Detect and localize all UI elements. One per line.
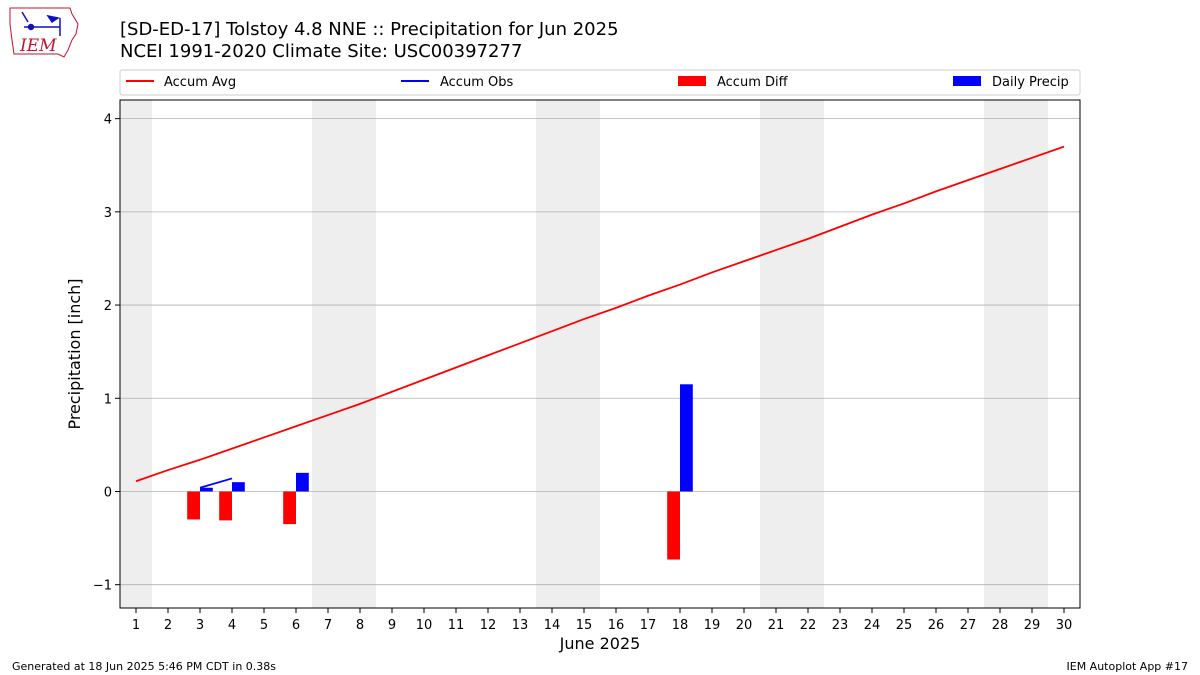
chart-title: [SD-ED-17] Tolstoy 4.8 NNE :: Precipitat… [120,19,619,40]
accum-diff-bar-day-6 [283,491,296,525]
x-tick-label-21: 21 [768,618,785,633]
x-tick-label-19: 19 [704,618,721,633]
daily-precip-bar-day-6 [296,472,309,492]
x-tick-label-5: 5 [260,618,268,633]
x-tick-label-1: 1 [132,618,140,633]
x-axis-label: June 2025 [559,634,641,653]
weather-station-icon [21,11,61,36]
x-tick-label-28: 28 [992,618,1009,633]
x-tick-label-2: 2 [164,618,172,633]
accum-diff-bar-day-3 [187,491,200,520]
weekend-band-3 [536,100,600,608]
gridlines [120,118,1080,586]
x-tick-label-14: 14 [544,618,561,633]
weekend-band-4 [760,100,824,608]
weekend-band-2 [312,100,376,608]
accum-avg-line [135,145,1065,483]
accum-obs-line [199,477,233,489]
weekend-band-5 [984,100,1048,608]
x-tick-label-17: 17 [640,618,657,633]
series-lines [135,145,1065,489]
plot-frame [119,99,1081,609]
y-tick-label-4: 4 [104,113,112,128]
legend-label-accum-obs: Accum Obs [440,75,513,90]
y-tick-label-2: 2 [104,299,112,314]
x-tick-label-10: 10 [416,618,433,633]
legend-label-accum-avg: Accum Avg [164,75,236,90]
y-tick-label-0: 0 [104,485,112,500]
accum-diff-bar-day-18 [667,491,680,560]
x-tick-label-15: 15 [576,618,593,633]
x-tick-label-24: 24 [864,618,881,633]
x-tick-label-16: 16 [608,618,625,633]
accum-diff-bar-day-4 [219,491,232,521]
app-id: IEM Autoplot App #17 [1067,660,1189,673]
iem-logo: IEM [9,7,79,58]
y-tick-label-1: 1 [104,392,112,407]
chart-subtitle: NCEI 1991-2020 Climate Site: USC00397277 [120,41,522,62]
legend-box [119,69,1081,96]
x-tick-label-4: 4 [228,618,236,633]
x-axis-ticks: 1 2 3 4 5 6 7 8 9 10 11 12 13 14 15 16 17 18 19 20 21 22 23 24 2… [132,608,1072,633]
weekend-bands [120,100,1048,608]
generated-timestamp: Generated at 18 Jun 2025 5:46 PM CDT in … [12,660,276,673]
weekend-band-1 [120,100,152,608]
accum-diff-bars [187,491,680,560]
legend: Accum Avg Accum Obs Accum Diff Daily Pre… [119,69,1081,96]
x-tick-label-6: 6 [292,618,300,633]
x-tick-label-13: 13 [512,618,529,633]
x-tick-label-25: 25 [896,618,913,633]
x-tick-label-12: 12 [480,618,497,633]
x-tick-label-22: 22 [800,618,817,633]
legend-label-accum-diff: Accum Diff [717,75,789,90]
y-axis-label: Precipitation [inch] [65,278,84,429]
legend-label-daily-precip: Daily Precip [992,75,1069,90]
daily-precip-bar-day-18 [680,384,693,492]
x-tick-label-3: 3 [196,618,204,633]
logo-text: IEM [19,36,57,56]
x-tick-label-20: 20 [736,618,753,633]
y-tick-label-3: 3 [104,206,112,221]
x-tick-label-26: 26 [928,618,945,633]
x-tick-label-7: 7 [324,618,332,633]
x-tick-label-29: 29 [1024,618,1041,633]
x-tick-label-27: 27 [960,618,977,633]
legend-swatch-accum-diff [678,76,706,86]
x-tick-label-30: 30 [1056,618,1073,633]
y-tick-label--1: −1 [93,579,112,594]
x-tick-label-8: 8 [356,618,364,633]
x-tick-label-11: 11 [448,618,465,633]
daily-precip-bar-day-4 [232,482,245,492]
x-tick-label-18: 18 [672,618,689,633]
x-tick-label-23: 23 [832,618,849,633]
daily-precip-bars [200,384,693,492]
x-tick-label-9: 9 [388,618,396,633]
daily-precip-bar-day-3 [200,487,213,492]
legend-swatch-daily-precip [953,76,981,86]
y-axis-ticks: −1 0 1 2 3 4 [93,113,120,594]
